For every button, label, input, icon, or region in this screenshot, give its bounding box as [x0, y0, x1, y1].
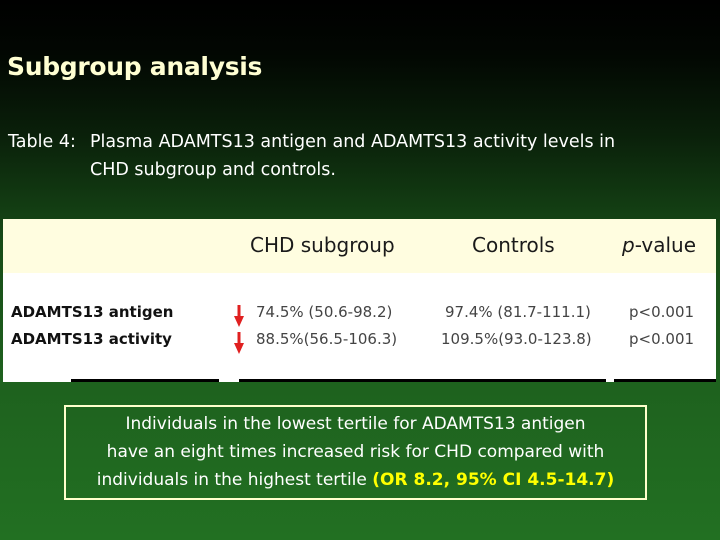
antigen-controls-value: 97.4% (81.7-111.1)	[445, 303, 591, 321]
header-p-value: p-value	[622, 233, 696, 257]
conclusion-callout: Individuals in the lowest tertile for AD…	[64, 405, 647, 500]
row-label-antigen: ADAMTS13 antigen	[11, 303, 174, 321]
row-label-activity: ADAMTS13 activity	[11, 330, 172, 348]
antigen-chd-value: 74.5% (50.6-98.2)	[256, 303, 393, 321]
down-arrow-icon	[234, 332, 244, 354]
border-gap-left	[3, 379, 71, 382]
caption-prefix: Table 4:	[8, 132, 76, 152]
callout-line-3: individuals in the highest tertile (OR 8…	[66, 466, 645, 494]
callout-line-1: Individuals in the lowest tertile for AD…	[125, 414, 586, 434]
down-arrow-icon	[234, 305, 244, 327]
activity-p-value: p<0.001	[629, 330, 695, 348]
header-p-italic: p	[622, 233, 635, 257]
header-chd-subgroup: CHD subgroup	[250, 233, 395, 257]
caption-text-1: Plasma ADAMTS13 antigen and ADAMTS13 act…	[90, 132, 616, 152]
callout-line-2: have an eight times increased risk for C…	[106, 442, 605, 462]
results-table: CHD subgroup Controls p-value ADAMTS13 a…	[3, 219, 716, 382]
table-caption: Table 4: Plasma ADAMTS13 antigen and ADAM…	[8, 128, 708, 184]
activity-controls-value: 109.5%(93.0-123.8)	[441, 330, 592, 348]
slide-title: Subgroup analysis	[7, 52, 263, 81]
caption-line-2: CHD subgroup and controls.	[90, 160, 336, 180]
header-p-rest: -value	[634, 233, 697, 257]
caption-line-1: Table 4: Plasma ADAMTS13 antigen and ADAM…	[8, 128, 708, 156]
border-gap-mid	[219, 379, 239, 382]
header-controls: Controls	[472, 233, 555, 257]
activity-chd-value: 88.5%(56.5-106.3)	[256, 330, 398, 348]
callout-line-3-text: individuals in the highest tertile	[96, 470, 367, 490]
antigen-p-value: p<0.001	[629, 303, 695, 321]
table-bottom-border	[3, 379, 716, 382]
table-header-row: CHD subgroup Controls p-value	[3, 219, 716, 273]
border-gap-right	[606, 379, 614, 382]
odds-ratio-highlight: (OR 8.2, 95% CI 4.5-14.7)	[372, 470, 615, 490]
